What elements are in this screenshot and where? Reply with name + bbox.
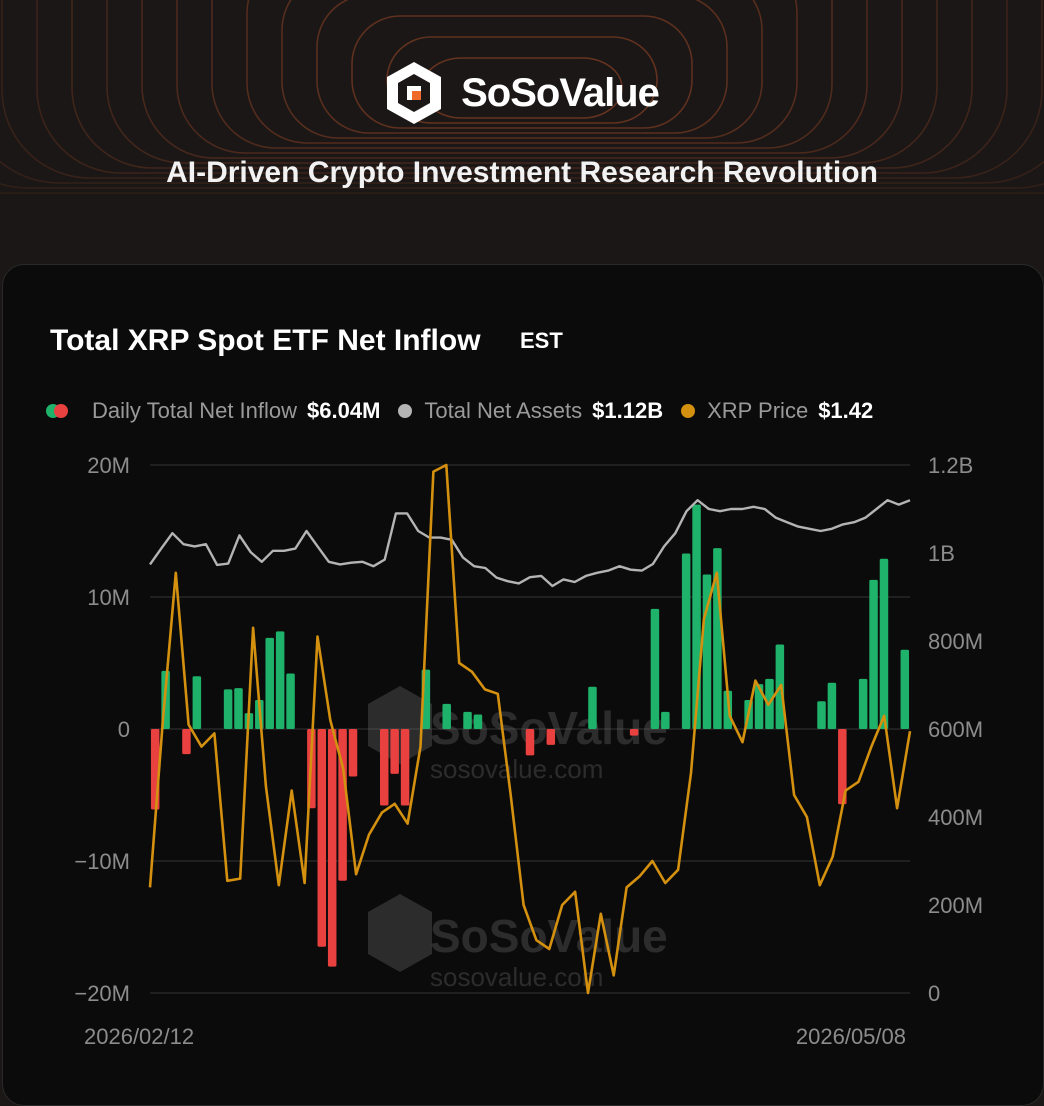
- net-inflow-bar: [182, 729, 191, 755]
- x-axis-start-label: 2026/02/12: [84, 1024, 194, 1049]
- net-inflow-bar: [838, 729, 847, 805]
- net-inflow-bar: [390, 729, 399, 774]
- net-inflow-bar: [379, 729, 389, 806]
- brand: SoSoValue: [0, 60, 1044, 126]
- net-inflow-bar: [473, 714, 483, 729]
- right-axis-tick-label: 400M: [928, 805, 983, 830]
- background-outline: [281, 0, 763, 139]
- net-inflow-bar: [317, 729, 327, 947]
- net-inflow-bar: [754, 684, 764, 729]
- timezone-label: EST: [520, 328, 563, 353]
- chart-legend: Daily Total Net Inflow $6.04M Total Net …: [46, 396, 891, 426]
- xrp-price-line: [148, 463, 912, 995]
- net-inflow-bar: [650, 608, 660, 729]
- watermark-url: sosovalue.com: [430, 962, 603, 992]
- price-dot-icon: [681, 404, 696, 418]
- net-inflow-bar: [275, 631, 285, 729]
- net-inflow-bar: [879, 558, 889, 729]
- background-outline: [386, 36, 658, 124]
- background-outline: [141, 0, 903, 159]
- net-inflow-bar: [588, 686, 597, 729]
- inflow-dots-icon: [46, 404, 68, 418]
- net-inflow-bar: [817, 701, 826, 729]
- legend-item-net-inflow[interactable]: Daily Total Net Inflow $6.04M: [46, 398, 380, 424]
- net-inflow-bar: [286, 673, 295, 729]
- legend-item-xrp-price[interactable]: XRP Price $1.42: [681, 398, 873, 424]
- chart-title: Total XRP Spot ETF Net Inflow: [50, 324, 481, 357]
- left-axis-tick-label: 20M: [87, 453, 130, 478]
- net-inflow-bar: [265, 637, 274, 729]
- left-axis-tick-label: 0: [118, 717, 130, 742]
- background-outline: [106, 0, 938, 164]
- background-outline: [211, 0, 833, 149]
- net-inflow-bar: [348, 729, 358, 777]
- net-inflow-bar: [546, 729, 556, 745]
- background-outline: [246, 0, 798, 144]
- background-outline: [351, 15, 693, 129]
- net-inflow-bar: [900, 649, 910, 729]
- net-inflow-bar: [525, 729, 535, 756]
- background-outline: [176, 0, 868, 154]
- brand-name: SoSoValue: [461, 70, 660, 115]
- net-inflow-bar: [629, 729, 639, 736]
- right-axis-tick-label: 600M: [928, 717, 983, 742]
- net-inflow-bar: [192, 676, 202, 729]
- left-axis-tick-label: −10M: [74, 849, 130, 874]
- background-outline: [71, 0, 973, 169]
- background-outline: [0, 192, 1044, 194]
- legend-value: $1.42: [818, 398, 874, 423]
- left-axis-tick-label: −20M: [74, 981, 130, 1006]
- net-inflow-bar: [858, 678, 868, 729]
- right-axis-tick-label: 1B: [928, 541, 955, 566]
- watermark-logo-icon: [368, 894, 432, 972]
- header-background: [0, 0, 1044, 270]
- net-inflow-bar: [442, 703, 451, 729]
- net-inflow-bar: [723, 690, 733, 729]
- legend-label: Daily Total Net Inflow: [92, 398, 298, 423]
- x-axis-end-label: 2026/05/08: [796, 1024, 906, 1049]
- total-net-assets-line: [149, 499, 911, 588]
- net-inflow-bar: [661, 711, 670, 729]
- background-outline: [0, 182, 1044, 189]
- legend-value: $1.12B: [592, 398, 664, 423]
- net-inflow-bar: [223, 689, 233, 729]
- net-inflow-bar: [234, 688, 243, 729]
- background-outline: [0, 160, 1044, 184]
- watermark-url: sosovalue.com: [430, 754, 603, 784]
- net-inflow-bar: [327, 729, 337, 967]
- right-axis-tick-label: 800M: [928, 629, 983, 654]
- background-outline: [36, 0, 1008, 174]
- right-axis-tick-label: 200M: [928, 893, 983, 918]
- right-axis-tick-label: 0: [928, 981, 940, 1006]
- net-inflow-bar: [827, 682, 837, 729]
- background-outline: [1, 0, 1043, 179]
- legend-item-net-assets[interactable]: Total Net Assets $1.12B: [398, 398, 663, 424]
- legend-label: XRP Price: [707, 398, 809, 423]
- background-outline: [316, 0, 728, 134]
- right-axis-tick-label: 1.2B: [928, 453, 973, 478]
- legend-label: Total Net Assets: [424, 398, 583, 423]
- net-inflow-bar: [463, 711, 472, 729]
- net-inflow-bar: [681, 553, 691, 729]
- net-inflow-bar: [338, 729, 347, 881]
- left-axis-tick-label: 10M: [87, 585, 130, 610]
- assets-dot-icon: [398, 404, 413, 418]
- sosovalue-logo-icon: [387, 62, 442, 124]
- chart-plot[interactable]: 20M 10M 0 −10M −20M 1.2B 1B 800M 600M 400M 200M 0 So…: [0, 440, 1044, 1070]
- net-inflow-bar: [869, 579, 878, 729]
- watermark-name: SoSoValue: [430, 910, 668, 962]
- background-fill: [0, 0, 1044, 270]
- tagline: AI-Driven Crypto Investment Research Rev…: [166, 156, 878, 189]
- legend-value: $6.04M: [307, 398, 381, 423]
- net-inflow-bar: [400, 729, 410, 806]
